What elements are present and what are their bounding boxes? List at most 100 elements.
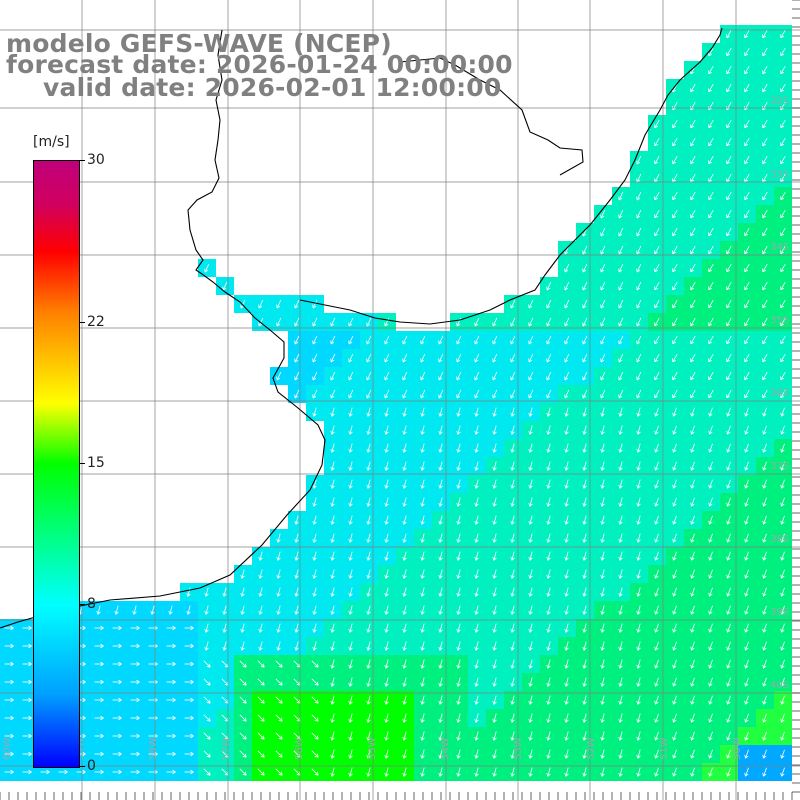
wind-arrow [744, 353, 750, 363]
wind-arrow [618, 245, 624, 255]
wind-arrow [510, 371, 516, 381]
wind-arrow [672, 137, 678, 147]
wind-arrows [4, 29, 786, 777]
wind-arrow [348, 389, 354, 399]
wind-arrow [600, 335, 606, 345]
wind-arrow [330, 335, 336, 345]
colorbar [33, 160, 80, 768]
wind-arrow [402, 389, 408, 399]
wind-arrow [564, 353, 570, 363]
colorbar-tick-mark [79, 160, 85, 161]
wind-arrow [762, 137, 768, 147]
wind-arrow [780, 191, 786, 201]
wind-arrow [744, 137, 750, 147]
wind-arrow [708, 47, 714, 57]
wind-arrow [726, 263, 732, 273]
wind-arrow [618, 407, 623, 417]
wind-arrow [618, 371, 624, 381]
wind-arrow [672, 263, 678, 273]
lon-label: 55W [367, 737, 378, 760]
wind-arrow [564, 371, 570, 381]
wind-arrow [708, 245, 714, 255]
wind-arrow [474, 425, 479, 435]
wind-arrow [384, 317, 390, 327]
wind-arrow [564, 425, 569, 435]
wind-arrow [492, 389, 498, 399]
wind-arrow [600, 389, 606, 399]
wind-arrow [600, 263, 606, 273]
lon-label: 58W [148, 737, 159, 760]
wind-arrow [654, 227, 660, 237]
wind-arrow [546, 335, 552, 345]
wind-arrow [708, 389, 714, 399]
wind-arrow [294, 389, 300, 399]
wind-arrow [690, 191, 696, 201]
wind-arrow [528, 407, 533, 417]
wind-arrow [330, 371, 336, 381]
wind-arrow [456, 353, 462, 363]
lon-label: 51W [659, 737, 670, 760]
wind-arrow [672, 317, 678, 327]
wind-arrow [744, 29, 750, 39]
wind-arrow [654, 263, 660, 273]
wind-arrow [690, 137, 696, 147]
wind-arrow [654, 317, 660, 327]
wind-arrow [672, 191, 678, 201]
wind-arrow [780, 263, 786, 273]
wind-arrow [618, 281, 624, 291]
wind-arrow [402, 353, 408, 363]
wind-arrow [744, 209, 750, 219]
wind-arrow [708, 155, 714, 165]
wind-arrow [762, 47, 768, 57]
lat-label: 33S [770, 169, 789, 180]
wind-arrow [348, 371, 354, 381]
wind-arrow [636, 281, 642, 291]
wind-arrow [726, 47, 732, 57]
wind-arrow [546, 371, 552, 381]
wind-arrow [546, 407, 551, 417]
wind-arrow [402, 371, 408, 381]
wind-arrow [780, 83, 786, 93]
wind-arrow [780, 227, 786, 237]
wind-arrow [690, 155, 696, 165]
wind-arrow [636, 371, 642, 381]
wind-arrow [708, 299, 714, 309]
wind-arrow [744, 227, 750, 237]
wind-arrow [384, 371, 390, 381]
wind-arrow [510, 335, 516, 345]
wind-arrow [726, 227, 732, 237]
wind-arrow [690, 407, 695, 417]
wind-arrow [582, 299, 588, 309]
wind-arrow [456, 335, 462, 345]
lat-label: 32S [770, 96, 789, 107]
wind-arrow [564, 281, 570, 291]
wind-arrow [366, 407, 371, 417]
wind-arrow [708, 65, 714, 75]
wind-arrow [438, 371, 444, 381]
wind-arrow [672, 353, 678, 363]
wind-arrow [456, 371, 462, 381]
wind-arrow [780, 173, 786, 183]
wind-arrow [708, 353, 714, 363]
wind-arrow [366, 371, 372, 381]
wind-arrow [636, 227, 642, 237]
wind-arrow [780, 281, 786, 291]
wind-arrow [708, 335, 714, 345]
wind-arrow [654, 245, 660, 255]
wind-arrow [600, 245, 606, 255]
wind-arrow [294, 371, 300, 381]
wind-arrow [636, 155, 642, 165]
wind-arrow [438, 425, 443, 435]
wind-arrow [366, 335, 372, 345]
wind-arrow [690, 281, 696, 291]
wind-arrow [744, 299, 750, 309]
wind-arrow [762, 299, 768, 309]
wind-arrow [672, 299, 678, 309]
wind-arrow [348, 425, 353, 435]
wind-arrow [546, 299, 552, 309]
wind-arrow [564, 389, 570, 399]
wind-arrow [726, 173, 732, 183]
wind-arrow [654, 137, 660, 147]
wind-arrow [600, 407, 605, 417]
wind-arrow [672, 335, 678, 345]
